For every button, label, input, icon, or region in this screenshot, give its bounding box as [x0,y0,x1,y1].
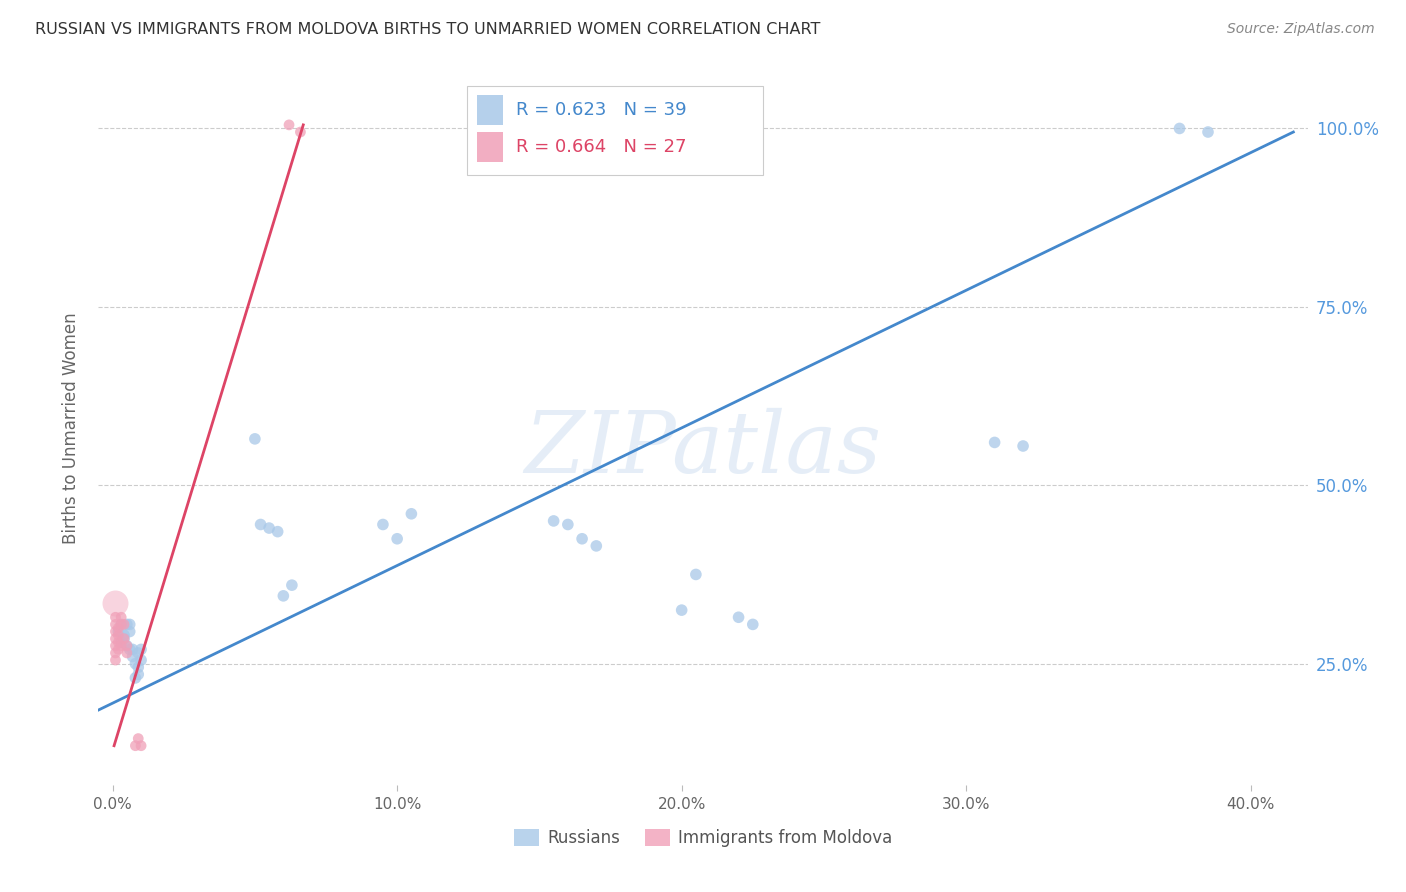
Point [281,578,304,592]
Point [107,642,129,657]
Point [243,432,266,446]
Point [118,624,141,639]
Point [127,646,149,660]
Point [121,642,143,657]
Point [127,660,149,674]
Point [290,125,312,139]
Point [273,589,295,603]
Point [118,642,141,657]
Point [110,617,132,632]
Y-axis label: Births to Unmarried Women: Births to Unmarried Women [62,312,80,544]
Point [104,596,127,610]
Point [385,532,408,546]
Point [115,639,138,653]
Point [104,610,127,624]
Point [104,617,127,632]
Point [571,532,593,546]
FancyBboxPatch shape [477,95,503,125]
Point [110,635,132,649]
Point [124,657,146,671]
Point [257,521,280,535]
Point [278,118,301,132]
Text: Source: ZipAtlas.com: Source: ZipAtlas.com [1227,22,1375,37]
Point [115,646,138,660]
Point [741,617,763,632]
Point [121,649,143,664]
Point [112,617,135,632]
Point [266,524,288,539]
Text: R = 0.664   N = 27: R = 0.664 N = 27 [516,138,686,156]
Text: RUSSIAN VS IMMIGRANTS FROM MOLDOVA BIRTHS TO UNMARRIED WOMEN CORRELATION CHART: RUSSIAN VS IMMIGRANTS FROM MOLDOVA BIRTH… [35,22,821,37]
Text: R = 0.623   N = 39: R = 0.623 N = 39 [516,101,686,119]
Point [129,642,152,657]
Point [104,646,127,660]
Point [1012,439,1035,453]
Point [115,639,138,653]
Point [557,517,579,532]
Point [1197,125,1219,139]
Point [129,739,152,753]
Point [112,632,135,646]
Point [124,739,146,753]
Point [110,617,132,632]
FancyBboxPatch shape [477,132,503,162]
Point [104,639,127,653]
FancyBboxPatch shape [467,86,763,175]
Text: ZIPatlas: ZIPatlas [524,409,882,491]
Point [110,610,132,624]
Point [371,517,394,532]
Point [543,514,565,528]
Point [124,671,146,685]
Point [104,653,127,667]
Point [685,567,707,582]
Point [107,621,129,635]
Point [671,603,693,617]
Point [104,624,127,639]
Point [118,617,141,632]
Legend: Russians, Immigrants from Moldova: Russians, Immigrants from Moldova [508,822,898,854]
Point [112,632,135,646]
Point [249,517,271,532]
Point [107,635,129,649]
Point [1168,121,1191,136]
Point [127,667,149,681]
Point [585,539,607,553]
Point [727,610,749,624]
Point [129,653,152,667]
Point [112,628,135,642]
Point [107,624,129,639]
Point [107,628,129,642]
Point [115,617,138,632]
Point [110,639,132,653]
Point [104,632,127,646]
Point [401,507,423,521]
Point [127,731,149,746]
Point [983,435,1005,450]
